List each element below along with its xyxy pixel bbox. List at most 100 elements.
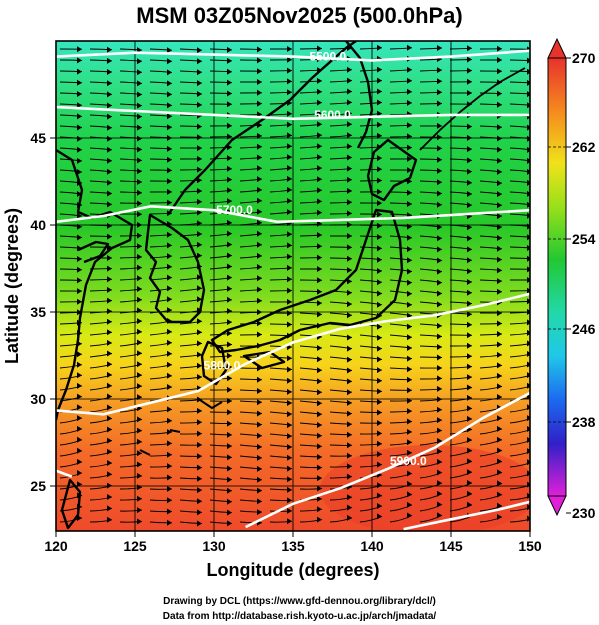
streamline-arrowhead [467, 257, 472, 264]
streamline-arrowhead [167, 440, 172, 447]
streamline-arrowhead [317, 99, 322, 106]
streamline-arrowhead [377, 420, 382, 426]
streamline-arrowhead [137, 80, 142, 87]
streamline-arrowhead [137, 383, 142, 390]
streamline-arrowhead [407, 418, 412, 425]
streamline-arrowhead [77, 436, 82, 443]
height-contour-5700 [56, 205, 530, 224]
streamline-arrowhead [407, 44, 412, 51]
height-contour-5900 [56, 469, 73, 478]
warm-pocket [320, 445, 530, 531]
streamline-arrowhead [77, 288, 82, 295]
streamline-arrowhead [197, 509, 202, 516]
streamline-arrowhead [377, 440, 382, 447]
streamline-arrowhead [497, 288, 502, 295]
streamline [509, 353, 530, 358]
streamline [509, 407, 530, 413]
streamline-arrowhead [347, 312, 352, 319]
streamline-arrowhead [467, 179, 472, 186]
streamline-arrowhead [167, 274, 172, 281]
streamline-arrowhead [227, 319, 232, 326]
streamline-arrowhead [137, 495, 142, 502]
streamline-arrowhead [197, 188, 202, 194]
streamline-arrowhead [497, 362, 502, 369]
streamline-arrowhead [137, 450, 142, 457]
streamline-arrowhead [407, 167, 412, 174]
streamline-arrowhead [497, 235, 502, 241]
x-tick-label: 130 [202, 538, 226, 554]
streamline-arrowhead [437, 167, 442, 174]
streamline-arrowhead [317, 422, 322, 428]
streamline-arrowhead [107, 339, 112, 346]
streamline-arrowhead [437, 448, 442, 455]
streamline-arrowhead [77, 382, 82, 389]
streamline-arrowhead [167, 429, 172, 435]
streamline-arrowhead [107, 179, 112, 186]
streamline-arrowhead [197, 487, 202, 494]
streamline-arrowhead [467, 78, 472, 85]
streamline-arrowhead [227, 509, 232, 516]
streamline-arrowhead [227, 187, 232, 194]
streamline-arrowhead [167, 80, 172, 87]
streamline-arrowhead [137, 427, 142, 434]
streamline-arrowhead [107, 157, 112, 164]
streamline-arrowhead [257, 465, 262, 472]
streamline-arrowhead [317, 176, 322, 183]
streamline-arrowhead [137, 135, 142, 142]
streamline-arrowhead [437, 301, 442, 308]
streamline-arrowhead [497, 425, 502, 432]
streamline-arrowhead [137, 264, 142, 271]
x-tick-label: 135 [281, 538, 305, 554]
streamline-arrowhead [227, 198, 232, 205]
streamline [509, 103, 530, 106]
streamline-arrowhead [227, 364, 232, 370]
streamline [509, 158, 530, 162]
streamline-arrowhead [347, 132, 352, 139]
streamline-arrowhead [167, 328, 172, 335]
streamline-arrowhead [467, 447, 472, 454]
streamline-arrowhead [377, 256, 382, 263]
streamline-arrowhead [167, 350, 172, 357]
streamline-arrowhead [317, 432, 322, 439]
streamline-arrowhead [407, 439, 412, 446]
streamline-arrowhead [377, 234, 382, 240]
streamline-arrowhead [437, 480, 442, 487]
streamline-arrowhead [497, 491, 502, 498]
streamline-arrowhead [107, 318, 112, 325]
streamline-arrowhead [407, 144, 412, 151]
streamline-arrowhead [107, 46, 112, 53]
streamline-arrowhead [287, 276, 292, 283]
streamline-arrowhead [257, 476, 262, 483]
streamline-arrowhead [167, 69, 172, 76]
streamline-arrowhead [407, 428, 412, 435]
streamline-arrowhead [317, 254, 322, 261]
streamline-arrowhead [347, 345, 352, 352]
streamline-arrowhead [137, 438, 142, 445]
streamline-arrowhead [167, 285, 172, 292]
streamline-arrowhead [197, 252, 202, 259]
streamline-arrowhead [167, 508, 172, 515]
streamline-arrowhead [107, 437, 112, 444]
streamline-arrowhead [467, 300, 472, 307]
streamline-arrowhead [347, 233, 352, 239]
streamline [509, 180, 530, 184]
streamline-arrowhead [227, 101, 232, 108]
streamline-arrowhead [257, 252, 262, 259]
streamline-arrowhead [497, 68, 502, 75]
streamline-arrowhead [197, 47, 202, 54]
streamline-arrowhead [167, 485, 172, 492]
streamline-arrowhead [77, 415, 82, 422]
streamline-arrowhead [377, 77, 382, 84]
streamline-arrowhead [497, 124, 502, 131]
streamline-arrowhead [167, 199, 172, 206]
streamline-arrowhead [407, 480, 412, 487]
streamline-arrowhead [287, 355, 292, 362]
streamline-arrowhead [377, 155, 382, 162]
streamline-arrowhead [407, 470, 412, 477]
colorbar: 270 262 254 246 238 230 [547, 37, 596, 521]
streamline-arrowhead [437, 224, 442, 231]
streamline-arrowhead [107, 233, 112, 240]
streamline-arrowhead [317, 345, 322, 351]
streamline-arrowhead [77, 191, 82, 197]
streamline-arrowhead [107, 460, 112, 466]
